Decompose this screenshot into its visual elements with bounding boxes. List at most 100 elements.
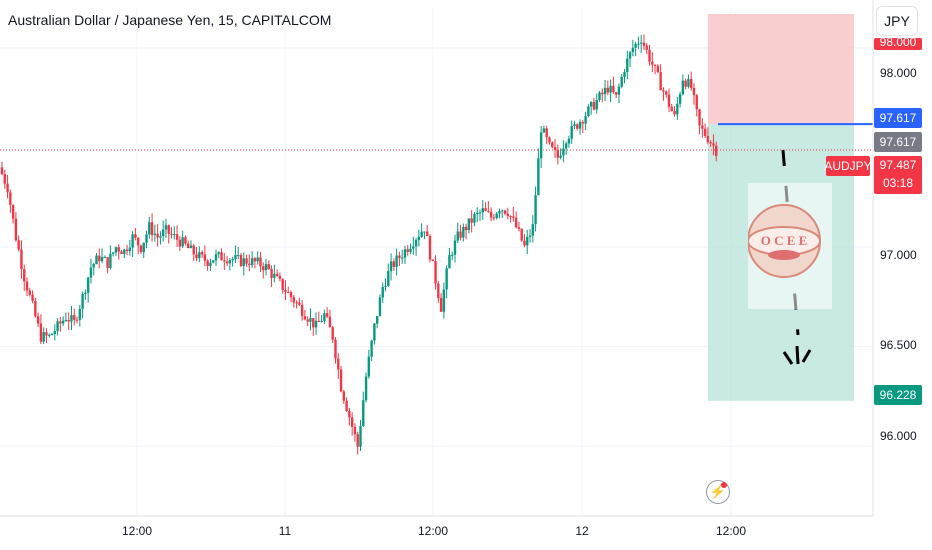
candle-body xyxy=(592,101,596,110)
candle-body xyxy=(451,254,454,256)
watermark-letters: O C E E xyxy=(761,233,808,248)
candle-body xyxy=(325,313,329,317)
eye-icon xyxy=(768,250,800,260)
candle-body xyxy=(214,254,218,261)
candle-body xyxy=(206,260,209,266)
candle-body xyxy=(103,257,107,259)
candle-body xyxy=(542,128,546,133)
candle-body xyxy=(314,320,318,328)
candle-body xyxy=(662,90,665,92)
candle-body xyxy=(656,65,660,73)
candle-body xyxy=(184,237,187,244)
candle-body xyxy=(378,297,382,317)
candle-body xyxy=(478,212,482,214)
candle-body xyxy=(670,106,673,112)
candle-body xyxy=(159,236,162,238)
candle-body xyxy=(9,192,12,205)
candle-body xyxy=(120,251,123,255)
candle-body xyxy=(3,174,6,184)
candle-body xyxy=(295,302,298,304)
candle-body xyxy=(481,208,484,213)
candle-body xyxy=(242,258,245,266)
candle-body xyxy=(192,245,195,255)
candle-body xyxy=(320,321,323,323)
candle-body xyxy=(78,308,82,320)
chart-title: Australian Dollar / Japanese Yen, 15, CA… xyxy=(8,12,332,28)
candle-body xyxy=(145,234,148,243)
candle-body xyxy=(256,257,259,262)
time-tick-2: 11 xyxy=(278,524,292,538)
candle-body xyxy=(695,95,698,110)
candle-body xyxy=(34,301,37,317)
candle-body xyxy=(114,247,118,253)
candle-body xyxy=(189,245,193,249)
candle-body xyxy=(476,212,479,215)
candle-body xyxy=(589,101,593,107)
candle-body xyxy=(523,240,526,246)
candle-body xyxy=(275,273,279,276)
candle-body xyxy=(164,225,168,230)
candle-body xyxy=(289,292,293,298)
drawn-arrowhead xyxy=(782,345,812,365)
candle-body xyxy=(609,85,612,93)
candle-body xyxy=(531,224,535,236)
candle-body xyxy=(353,426,357,435)
candle-body xyxy=(92,264,95,268)
candle-body xyxy=(400,257,404,259)
candle-body xyxy=(173,234,176,236)
candle-body xyxy=(501,210,504,212)
candle-body xyxy=(698,109,701,126)
candle-body xyxy=(350,417,354,427)
candle-body xyxy=(28,290,31,295)
candle-body xyxy=(526,236,529,246)
candle-body xyxy=(556,149,560,158)
candle-body xyxy=(225,261,229,264)
candle-body xyxy=(228,260,232,264)
candle-body xyxy=(362,400,365,426)
candle-body xyxy=(423,231,426,233)
candle-body xyxy=(595,100,598,110)
candle-body xyxy=(6,183,9,193)
candle-body xyxy=(612,85,615,93)
candle-body xyxy=(20,249,23,270)
candle-body xyxy=(537,158,540,196)
candle-body xyxy=(715,145,718,156)
candle-body xyxy=(512,216,515,218)
candle-body xyxy=(645,45,648,50)
candle-body xyxy=(223,260,226,262)
candle-body xyxy=(578,122,582,129)
candle-body xyxy=(42,332,45,342)
candle-body xyxy=(170,233,173,235)
candle-body xyxy=(506,213,509,217)
candle-body xyxy=(428,236,432,260)
stop-loss-zone[interactable] xyxy=(708,13,854,125)
candle-body xyxy=(50,333,54,335)
candle-body xyxy=(39,323,43,342)
candle-body xyxy=(220,252,223,261)
candle-body xyxy=(53,331,57,334)
candle-body xyxy=(128,247,132,252)
candle-body xyxy=(598,92,601,101)
candle-body xyxy=(653,64,657,66)
candle-body xyxy=(364,376,368,401)
candle-body xyxy=(489,211,493,218)
candle-body xyxy=(703,128,707,136)
candle-body xyxy=(234,255,237,260)
candle-body xyxy=(237,255,240,257)
candle-body xyxy=(659,72,662,91)
candle-body xyxy=(200,252,204,255)
currency-button[interactable]: JPY xyxy=(876,6,918,36)
candle-body xyxy=(48,334,51,336)
candle-body xyxy=(462,226,465,238)
candle-body xyxy=(136,237,140,246)
candle-body xyxy=(303,316,307,320)
candle-body xyxy=(264,264,268,271)
time-tick-1: 12:00 xyxy=(121,524,153,538)
candle-body xyxy=(61,320,65,324)
candle-body xyxy=(528,235,532,237)
last-price-value: 97.487 xyxy=(879,158,917,172)
candle-body xyxy=(676,103,679,115)
candle-body xyxy=(367,356,371,377)
candle-body xyxy=(473,214,476,223)
candle-body xyxy=(631,47,635,53)
